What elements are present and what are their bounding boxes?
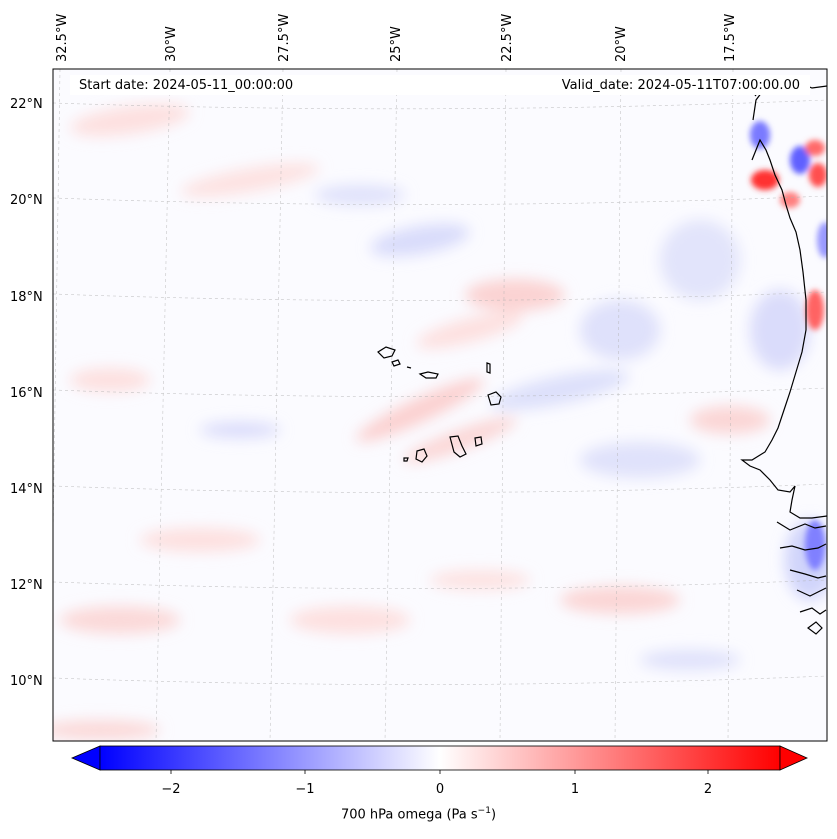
lon-label-20w: 20°W [614, 26, 629, 62]
omega-strong-cells [750, 121, 827, 570]
sal-island [486, 362, 491, 374]
colorbar-tick-label: 0 [435, 782, 445, 797]
colorbar-tick-label: −2 [161, 782, 181, 797]
sao-nicolau-island [418, 371, 439, 379]
lon-label-22-5w: 22.5°W [500, 13, 515, 62]
lon-label-25w: 25°W [389, 26, 404, 62]
lat-label-12n: 12°N [10, 578, 43, 593]
colorbar-title-close: ) [490, 807, 497, 823]
lat-label-18n: 18°N [10, 290, 43, 305]
lon-label-17-5w: 17.5°W [723, 13, 738, 62]
colorbar [70, 745, 808, 774]
valid-date-label: Valid_date: 2024-05-11T07:00:00.00 [557, 78, 804, 93]
colorbar-tick-label: 1 [570, 782, 580, 797]
colorbar-tick-label: 2 [703, 782, 713, 797]
sao-vicente-island [391, 359, 401, 367]
lon-label-30w: 30°W [164, 26, 179, 62]
lat-label-22n: 22°N [10, 97, 43, 112]
brava-island [403, 457, 409, 462]
lon-label-27-5w: 27.5°W [277, 13, 292, 62]
lon-label-32-5w: 32.5°W [55, 13, 70, 62]
fogo-island [415, 448, 428, 463]
colorbar-title: 700 hPa omega (Pa s−1) [0, 806, 837, 822]
maio-island [474, 436, 483, 447]
graticule [53, 69, 827, 741]
lat-label-16n: 16°N [10, 386, 43, 401]
colorbar-title-main: 700 hPa omega (Pa s [340, 807, 478, 823]
colorbar-tick-label: −1 [295, 782, 315, 797]
lat-label-20n: 20°N [10, 193, 43, 208]
santa-luzia-island [406, 366, 412, 369]
santiago-island [449, 435, 467, 458]
map-border [52, 68, 828, 742]
santo-antao-island [377, 346, 396, 359]
map-panel[interactable] [40, 69, 835, 741]
lat-label-14n: 14°N [10, 482, 43, 497]
lat-label-10n: 10°N [10, 674, 43, 689]
start-date-label: Start date: 2024-05-11_00:00:00 [75, 78, 298, 93]
colorbar-title-exponent: −1 [477, 806, 491, 816]
boa-vista-island [487, 391, 502, 406]
